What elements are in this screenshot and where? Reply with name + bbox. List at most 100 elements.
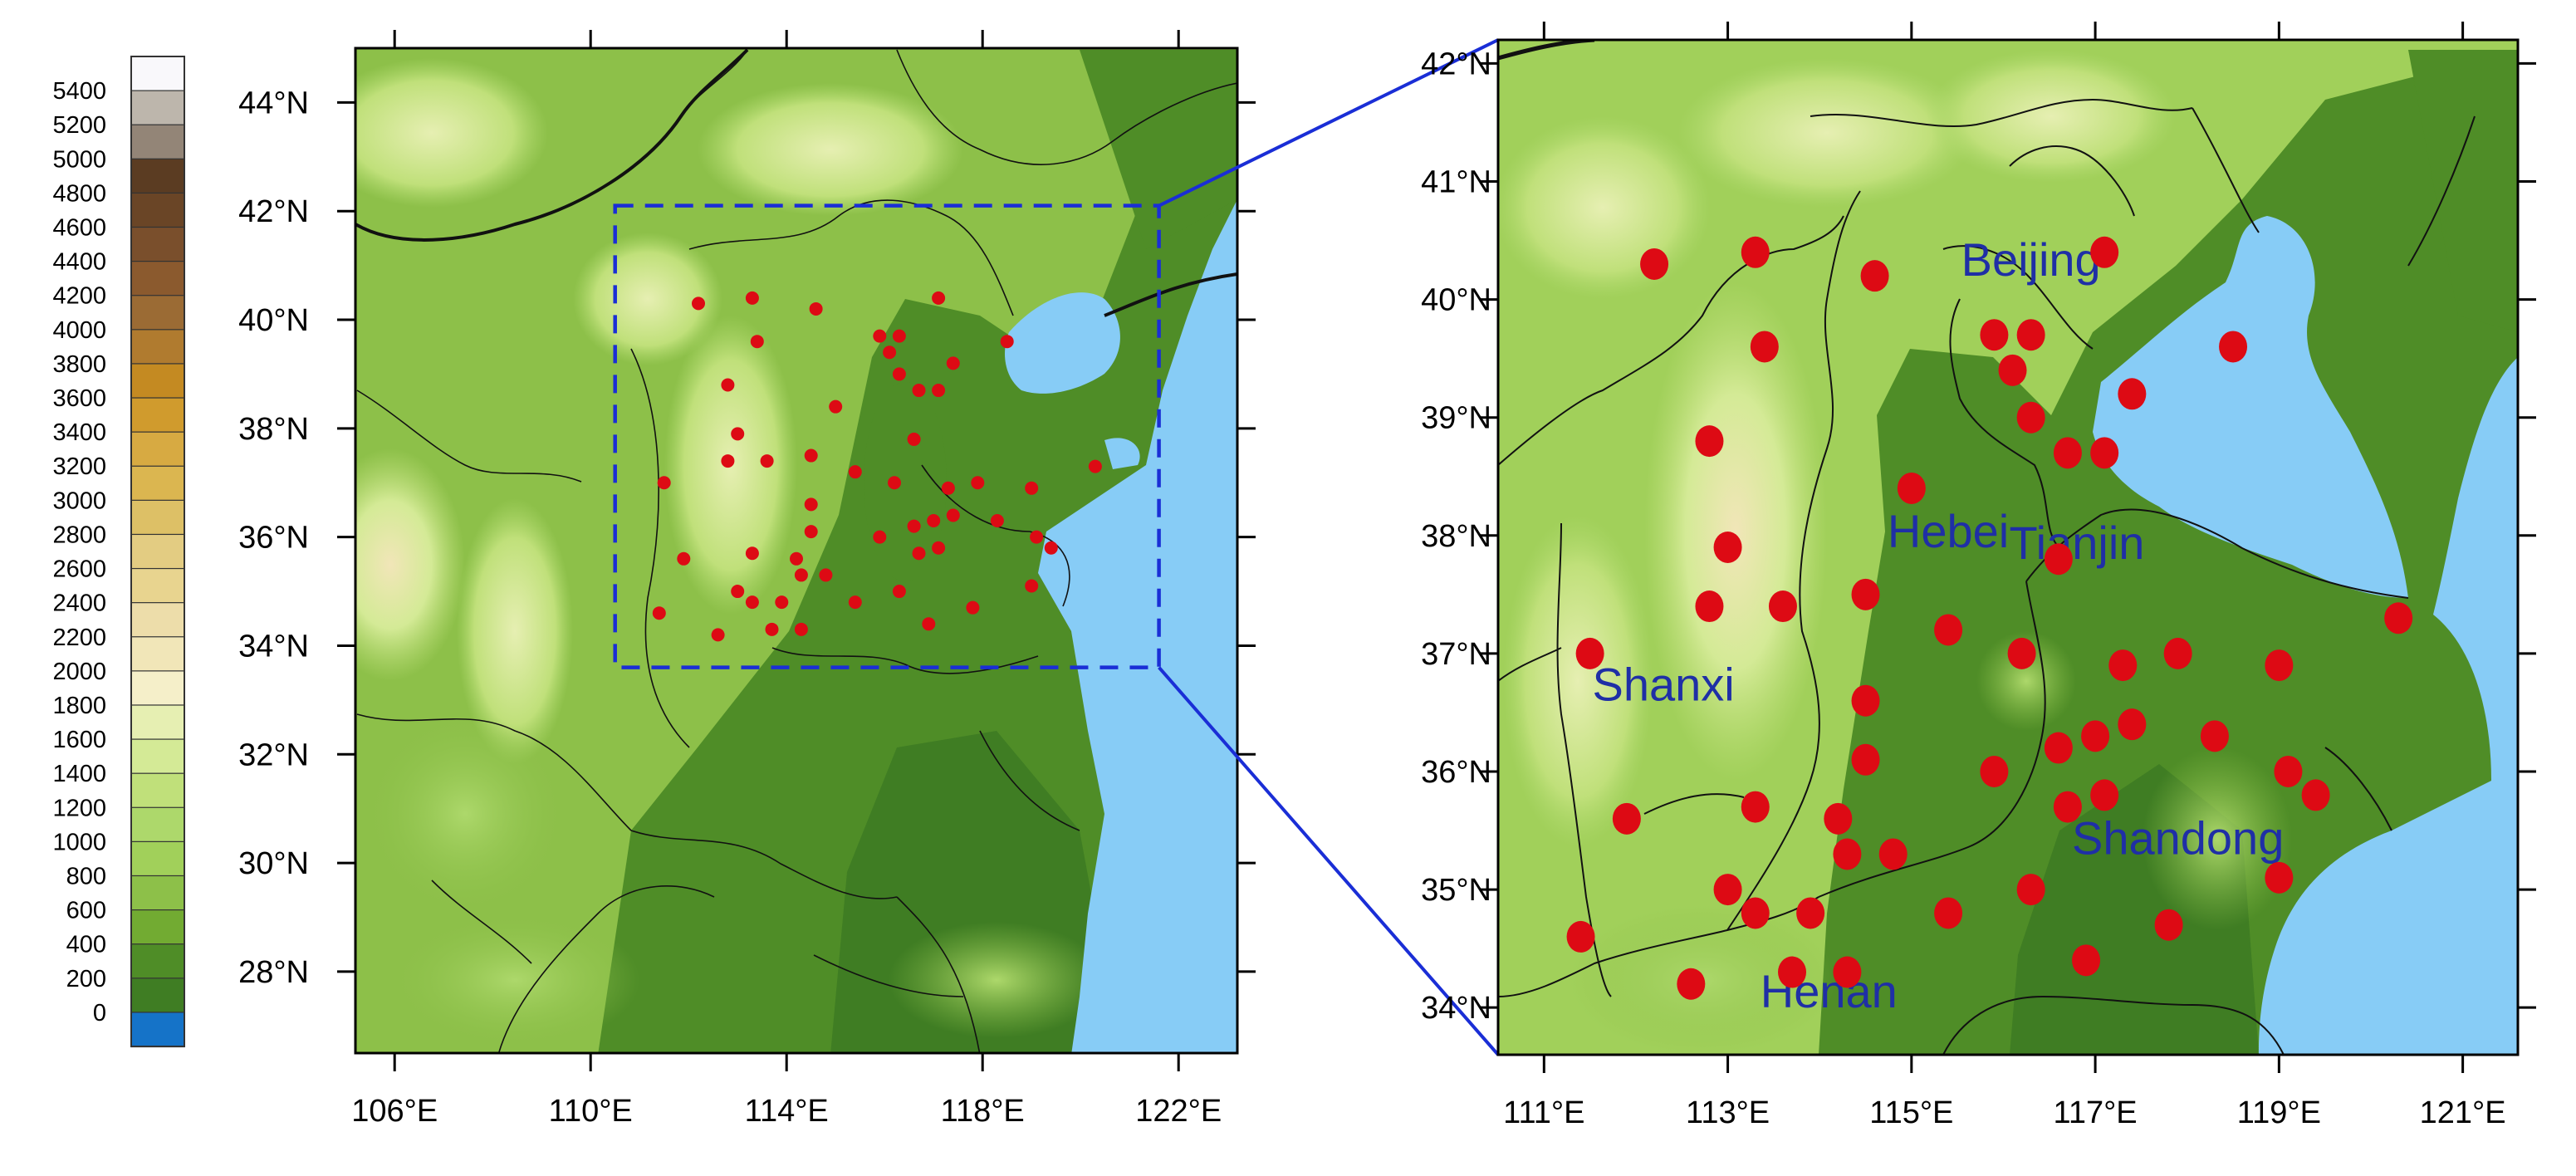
station-marker [2118,378,2147,410]
station-marker [1741,791,1770,823]
station-marker [819,568,833,582]
station-marker [731,427,745,441]
station-marker [946,508,960,522]
station-marker [990,514,1004,528]
station-marker [745,595,759,610]
station-marker [892,585,906,599]
lat-tick-label: 34°N [1421,991,1491,1026]
colorbar-swatch [130,978,185,1013]
station-marker [809,301,823,316]
station-marker [946,356,960,370]
station-marker [912,384,926,398]
colorbar-swatch [130,772,185,809]
station-marker [932,541,946,555]
station-marker [2044,543,2073,576]
station-marker [2016,874,2045,906]
station-marker [721,378,735,392]
colorbar-swatch [130,567,185,604]
colorbar-swatch [130,738,185,775]
station-marker [745,546,759,561]
zoom-connector-lines [1158,38,1500,1056]
colorbar-swatch [130,806,185,843]
station-marker [804,497,818,512]
station-marker [1768,590,1797,623]
station-marker [2118,708,2147,741]
colorbar-swatch [130,295,185,331]
lat-tick-label: 34°N [238,629,309,664]
station-marker [1897,472,1926,504]
lat-tick-label: 30°N [238,846,309,881]
station-marker [2081,720,2110,752]
station-marker [912,546,926,561]
zoom-frame [1496,38,2520,1056]
overview-lon-labels: 106°E 110°E 114°E 118°E 122°E [351,1094,1222,1129]
colorbar-swatch [130,840,185,877]
station-marker [2090,779,2119,811]
overview-lat-labels: 44°N 42°N 40°N 38°N 36°N 34°N 32°N 30°N 28°N [238,86,309,989]
lon-tick-label: 117°E [2054,1095,2138,1130]
station-marker [2053,437,2082,469]
colorbar-label: 1800 [52,693,106,719]
station-marker [848,465,862,479]
region-label: Tianjin [2010,517,2145,569]
station-marker [2090,437,2119,469]
station-marker [657,476,671,490]
station-marker [1851,578,1880,610]
overview-terrain [355,48,1237,1053]
colorbar-swatch [130,192,185,228]
station-marker [2053,791,2082,823]
station-marker [2265,861,2294,894]
colorbar-label: 4600 [52,215,106,242]
station-marker [790,551,803,566]
lat-tick-label: 38°N [238,412,309,447]
lon-tick-label: 111°E [1503,1095,1584,1130]
station-marker [1677,968,1706,1000]
colorbar-swatch [130,90,185,126]
colorbar-label: 3000 [52,488,106,514]
station-marker [760,454,774,468]
station-marker [848,595,862,610]
colorbar-label: 2600 [52,556,106,583]
overview-map: 106°E 110°E 114°E 118°E 122°E 44°N 42°N 40°N 38… [238,30,1256,1129]
elevation-colorbar [130,56,185,1048]
colorbar-label: 4000 [52,317,106,344]
colorbar-swatch [130,397,185,434]
station-marker [932,384,946,398]
colorbar-swatch [130,226,185,262]
station-marker [1796,897,1825,929]
colorbar-label: 4200 [52,283,106,310]
colorbar-label: 400 [66,932,106,958]
lat-tick-label: 42°N [1421,47,1491,81]
station-marker [2384,602,2413,635]
station-marker [883,345,897,360]
overview-frame [354,47,1239,1055]
station-marker [731,585,745,599]
station-marker [1575,637,1604,669]
station-marker [1860,260,1889,292]
lon-tick-label: 110°E [549,1094,633,1129]
station-marker [677,551,691,566]
station-marker [2274,755,2303,787]
lat-tick-label: 42°N [238,194,309,229]
colorbar-label: 3200 [52,453,106,480]
zoom-lon-labels: 111°E 113°E 115°E 117°E 119°E 121°E [1503,1095,2505,1130]
station-marker [1741,236,1770,268]
colorbar-swatch [130,909,185,945]
station-marker [873,329,887,343]
lon-tick-label: 119°E [2237,1095,2321,1130]
colorbar-label: 1200 [52,795,106,821]
station-marker [888,476,901,490]
colorbar-label: 5000 [52,146,106,173]
lon-tick-label: 114°E [745,1094,829,1129]
colorbar-label: 0 [93,1000,106,1027]
station-marker [1934,614,1963,646]
station-marker [750,335,764,349]
station-marker [2016,401,2045,434]
station-marker [775,595,789,610]
station-marker [907,432,921,446]
colorbar-swatch [130,1012,185,1048]
colorbar-swatch [130,704,185,741]
colorbar-swatch [130,158,185,194]
